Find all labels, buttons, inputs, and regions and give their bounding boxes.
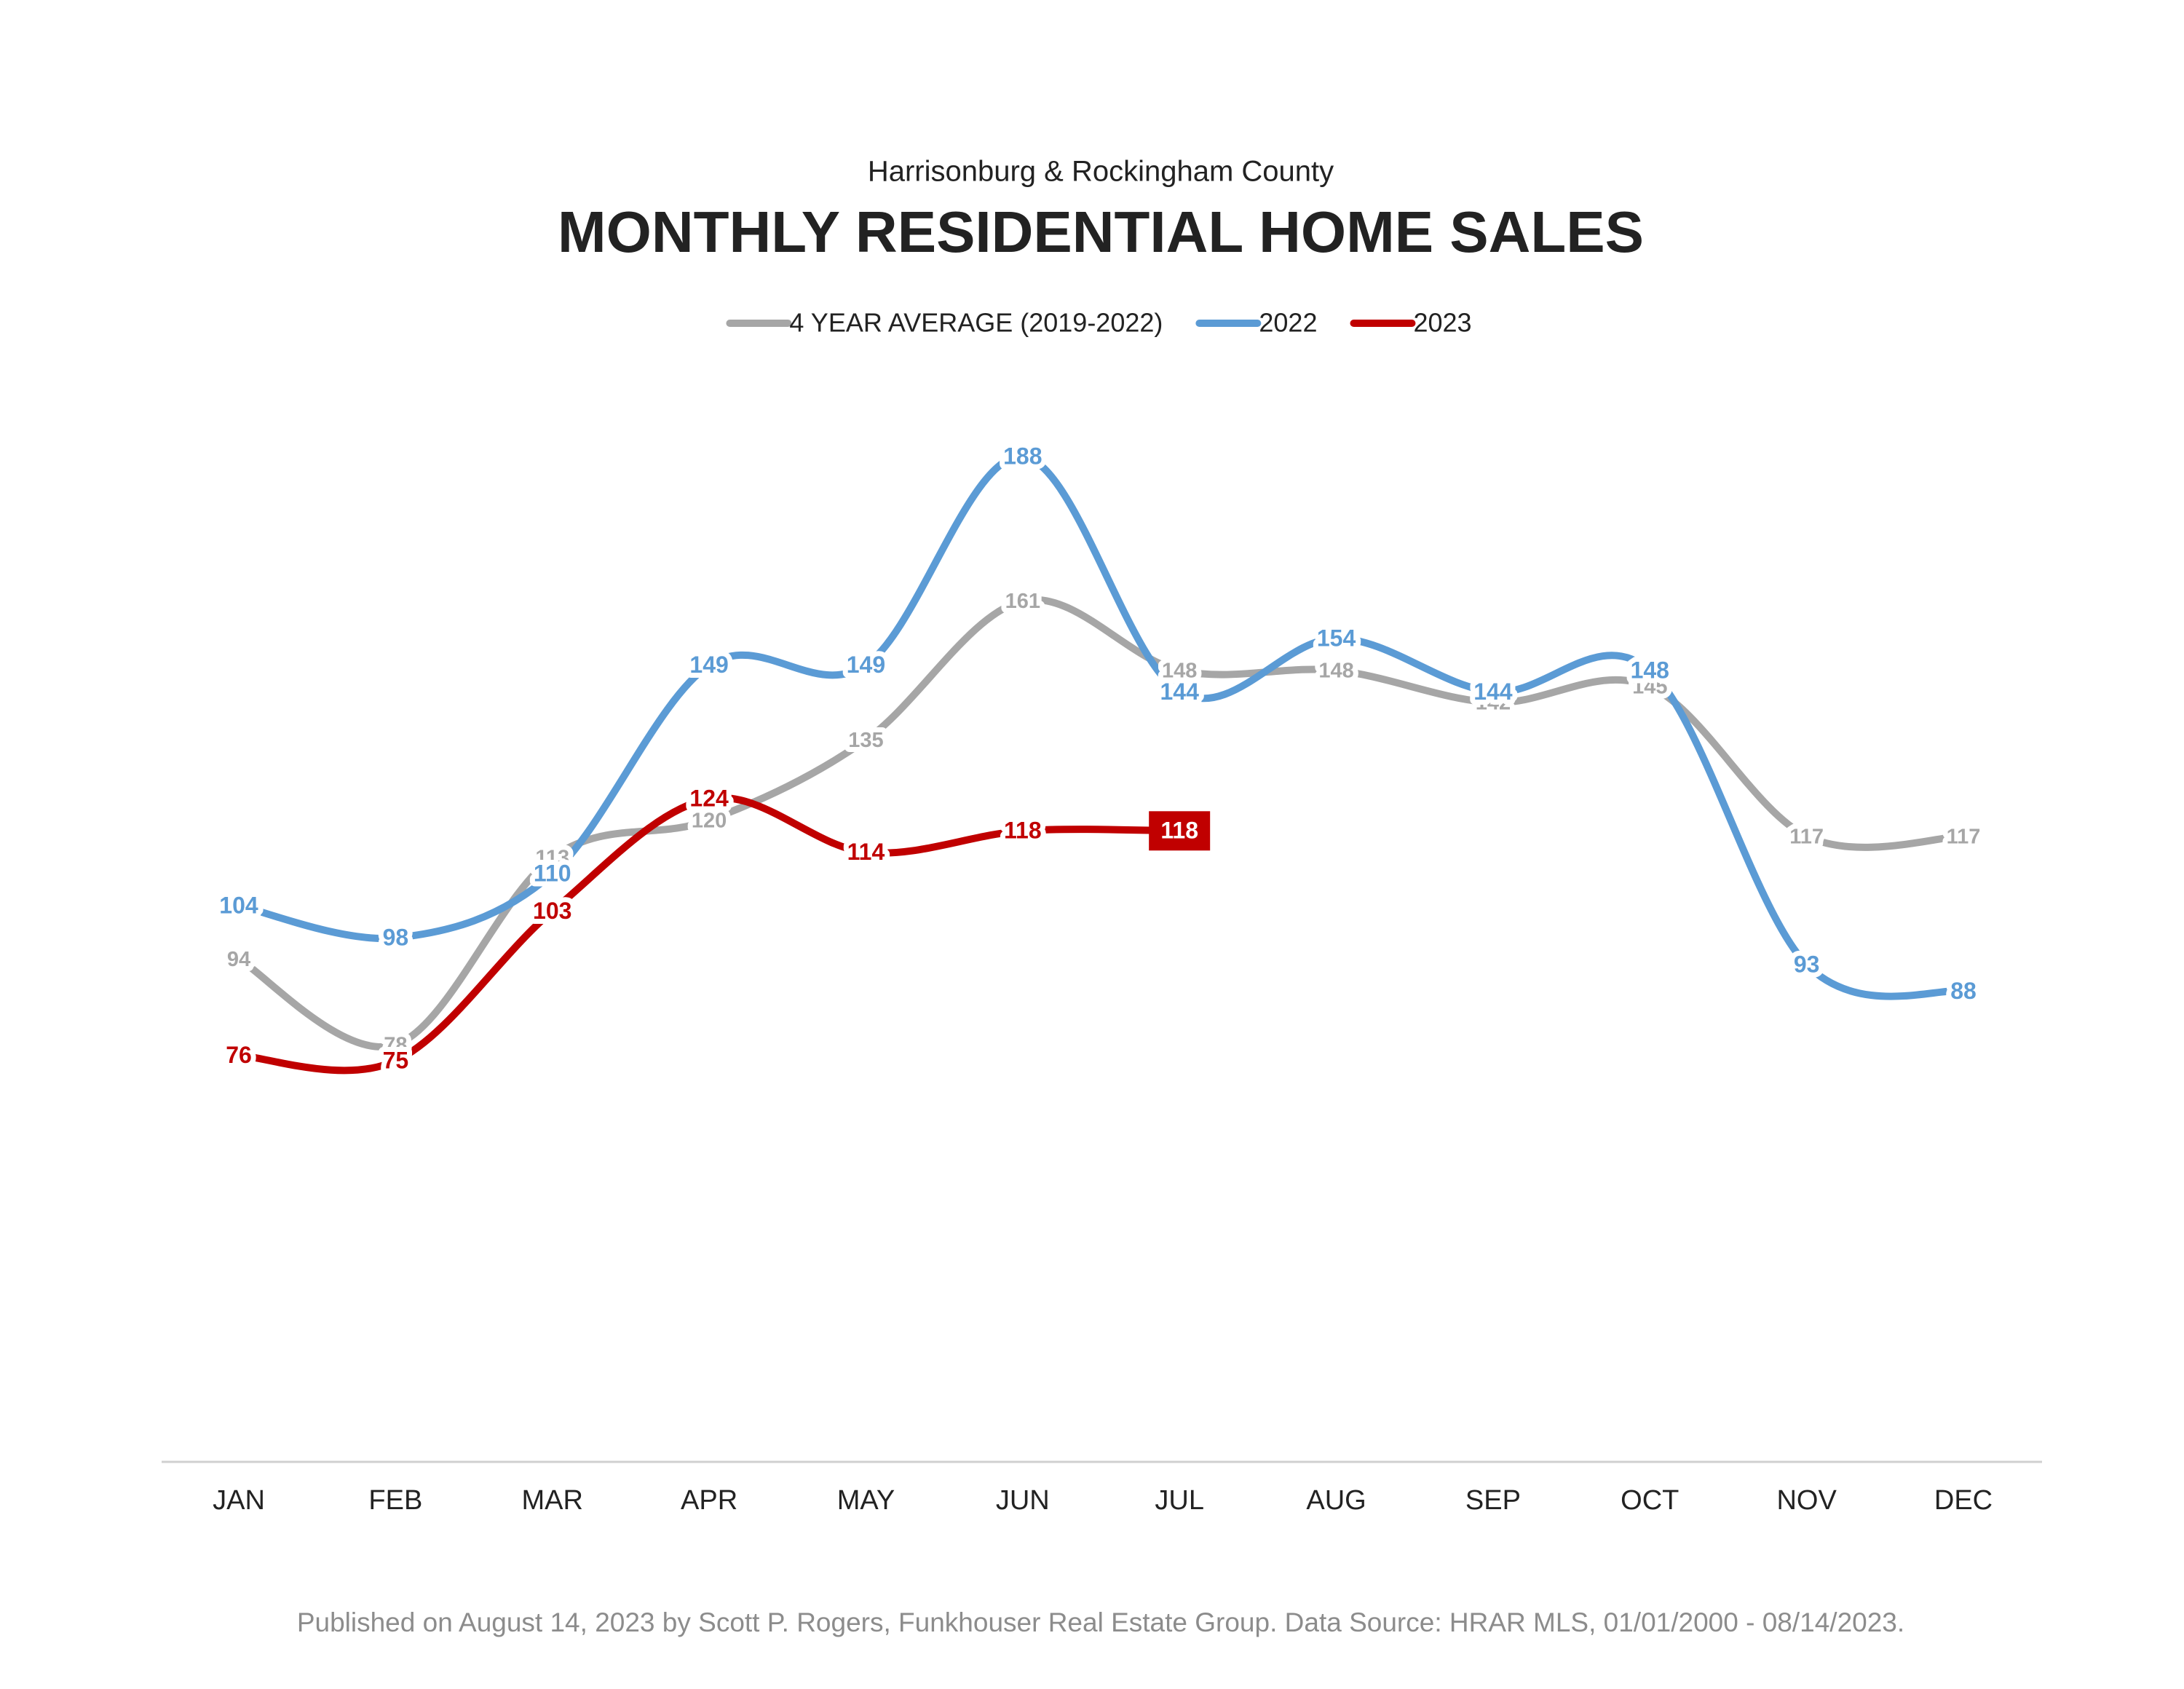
x-tick-label: FEB: [368, 1485, 422, 1516]
series-line: [235, 453, 1967, 1000]
data-label: 76: [226, 1042, 252, 1068]
data-label: 94: [227, 948, 250, 971]
data-label: 78: [384, 1034, 407, 1057]
data-label: 154: [1317, 625, 1356, 651]
data-label: 148: [1318, 660, 1353, 683]
data-label: 114: [847, 839, 885, 865]
data-label-box: [1149, 811, 1211, 851]
x-tick-label: MAR: [522, 1485, 583, 1516]
data-label: 88: [1950, 978, 1977, 1004]
legend-label: 2022: [1259, 308, 1317, 338]
data-label: 110: [534, 861, 571, 887]
x-tick-label: JAN: [213, 1485, 265, 1516]
data-label: 149: [847, 652, 885, 678]
data-label: 144: [1160, 679, 1199, 705]
footnote: Published on August 14, 2023 by Scott P.…: [297, 1607, 1904, 1637]
data-label: 104: [219, 893, 258, 919]
legend-label: 4 YEAR AVERAGE (2019-2022): [789, 308, 1163, 338]
legend-label: 2023: [1413, 308, 1471, 338]
data-label: 188: [1003, 443, 1042, 470]
data-label: 135: [848, 729, 883, 752]
data-label: 117: [1789, 825, 1824, 848]
data-label: 75: [383, 1048, 409, 1074]
series-line: [235, 794, 1184, 1075]
data-label: 148: [1162, 660, 1197, 683]
data-label: 118: [1004, 818, 1042, 844]
x-tick-label: OCT: [1621, 1485, 1679, 1516]
chart-title: MONTHLY RESIDENTIAL HOME SALES: [558, 199, 1644, 264]
chart-subtitle: Harrisonburg & Rockingham County: [868, 156, 1334, 188]
data-label: 145: [1632, 676, 1667, 699]
x-tick-label: SEP: [1465, 1485, 1521, 1516]
x-tick-label: DEC: [1934, 1485, 1993, 1516]
data-label: 93: [1794, 951, 1820, 977]
data-label: 98: [383, 925, 409, 951]
x-tick-label: AUG: [1306, 1485, 1366, 1516]
data-label: 120: [692, 809, 727, 832]
x-tick-label: APR: [681, 1485, 737, 1516]
data-label: 144: [1473, 679, 1513, 705]
data-label: 117: [1947, 825, 1981, 848]
x-tick-label: NOV: [1776, 1485, 1837, 1516]
legend: 4 YEAR AVERAGE (2019-2022) 2022 2023: [726, 308, 1472, 338]
data-label: 142: [1476, 692, 1511, 715]
x-tick-label: JUN: [996, 1485, 1050, 1516]
data-label: 161: [1005, 590, 1040, 613]
data-label: 148: [1631, 657, 1669, 683]
data-label: 124: [689, 786, 729, 812]
series-line: [235, 596, 1967, 1051]
data-label: 103: [533, 898, 571, 924]
data-label: 118: [1160, 818, 1198, 844]
x-tick-label: MAY: [837, 1485, 895, 1516]
data-label: 149: [689, 652, 728, 678]
data-label: 113: [535, 847, 569, 870]
x-tick-label: JUL: [1155, 1485, 1204, 1516]
